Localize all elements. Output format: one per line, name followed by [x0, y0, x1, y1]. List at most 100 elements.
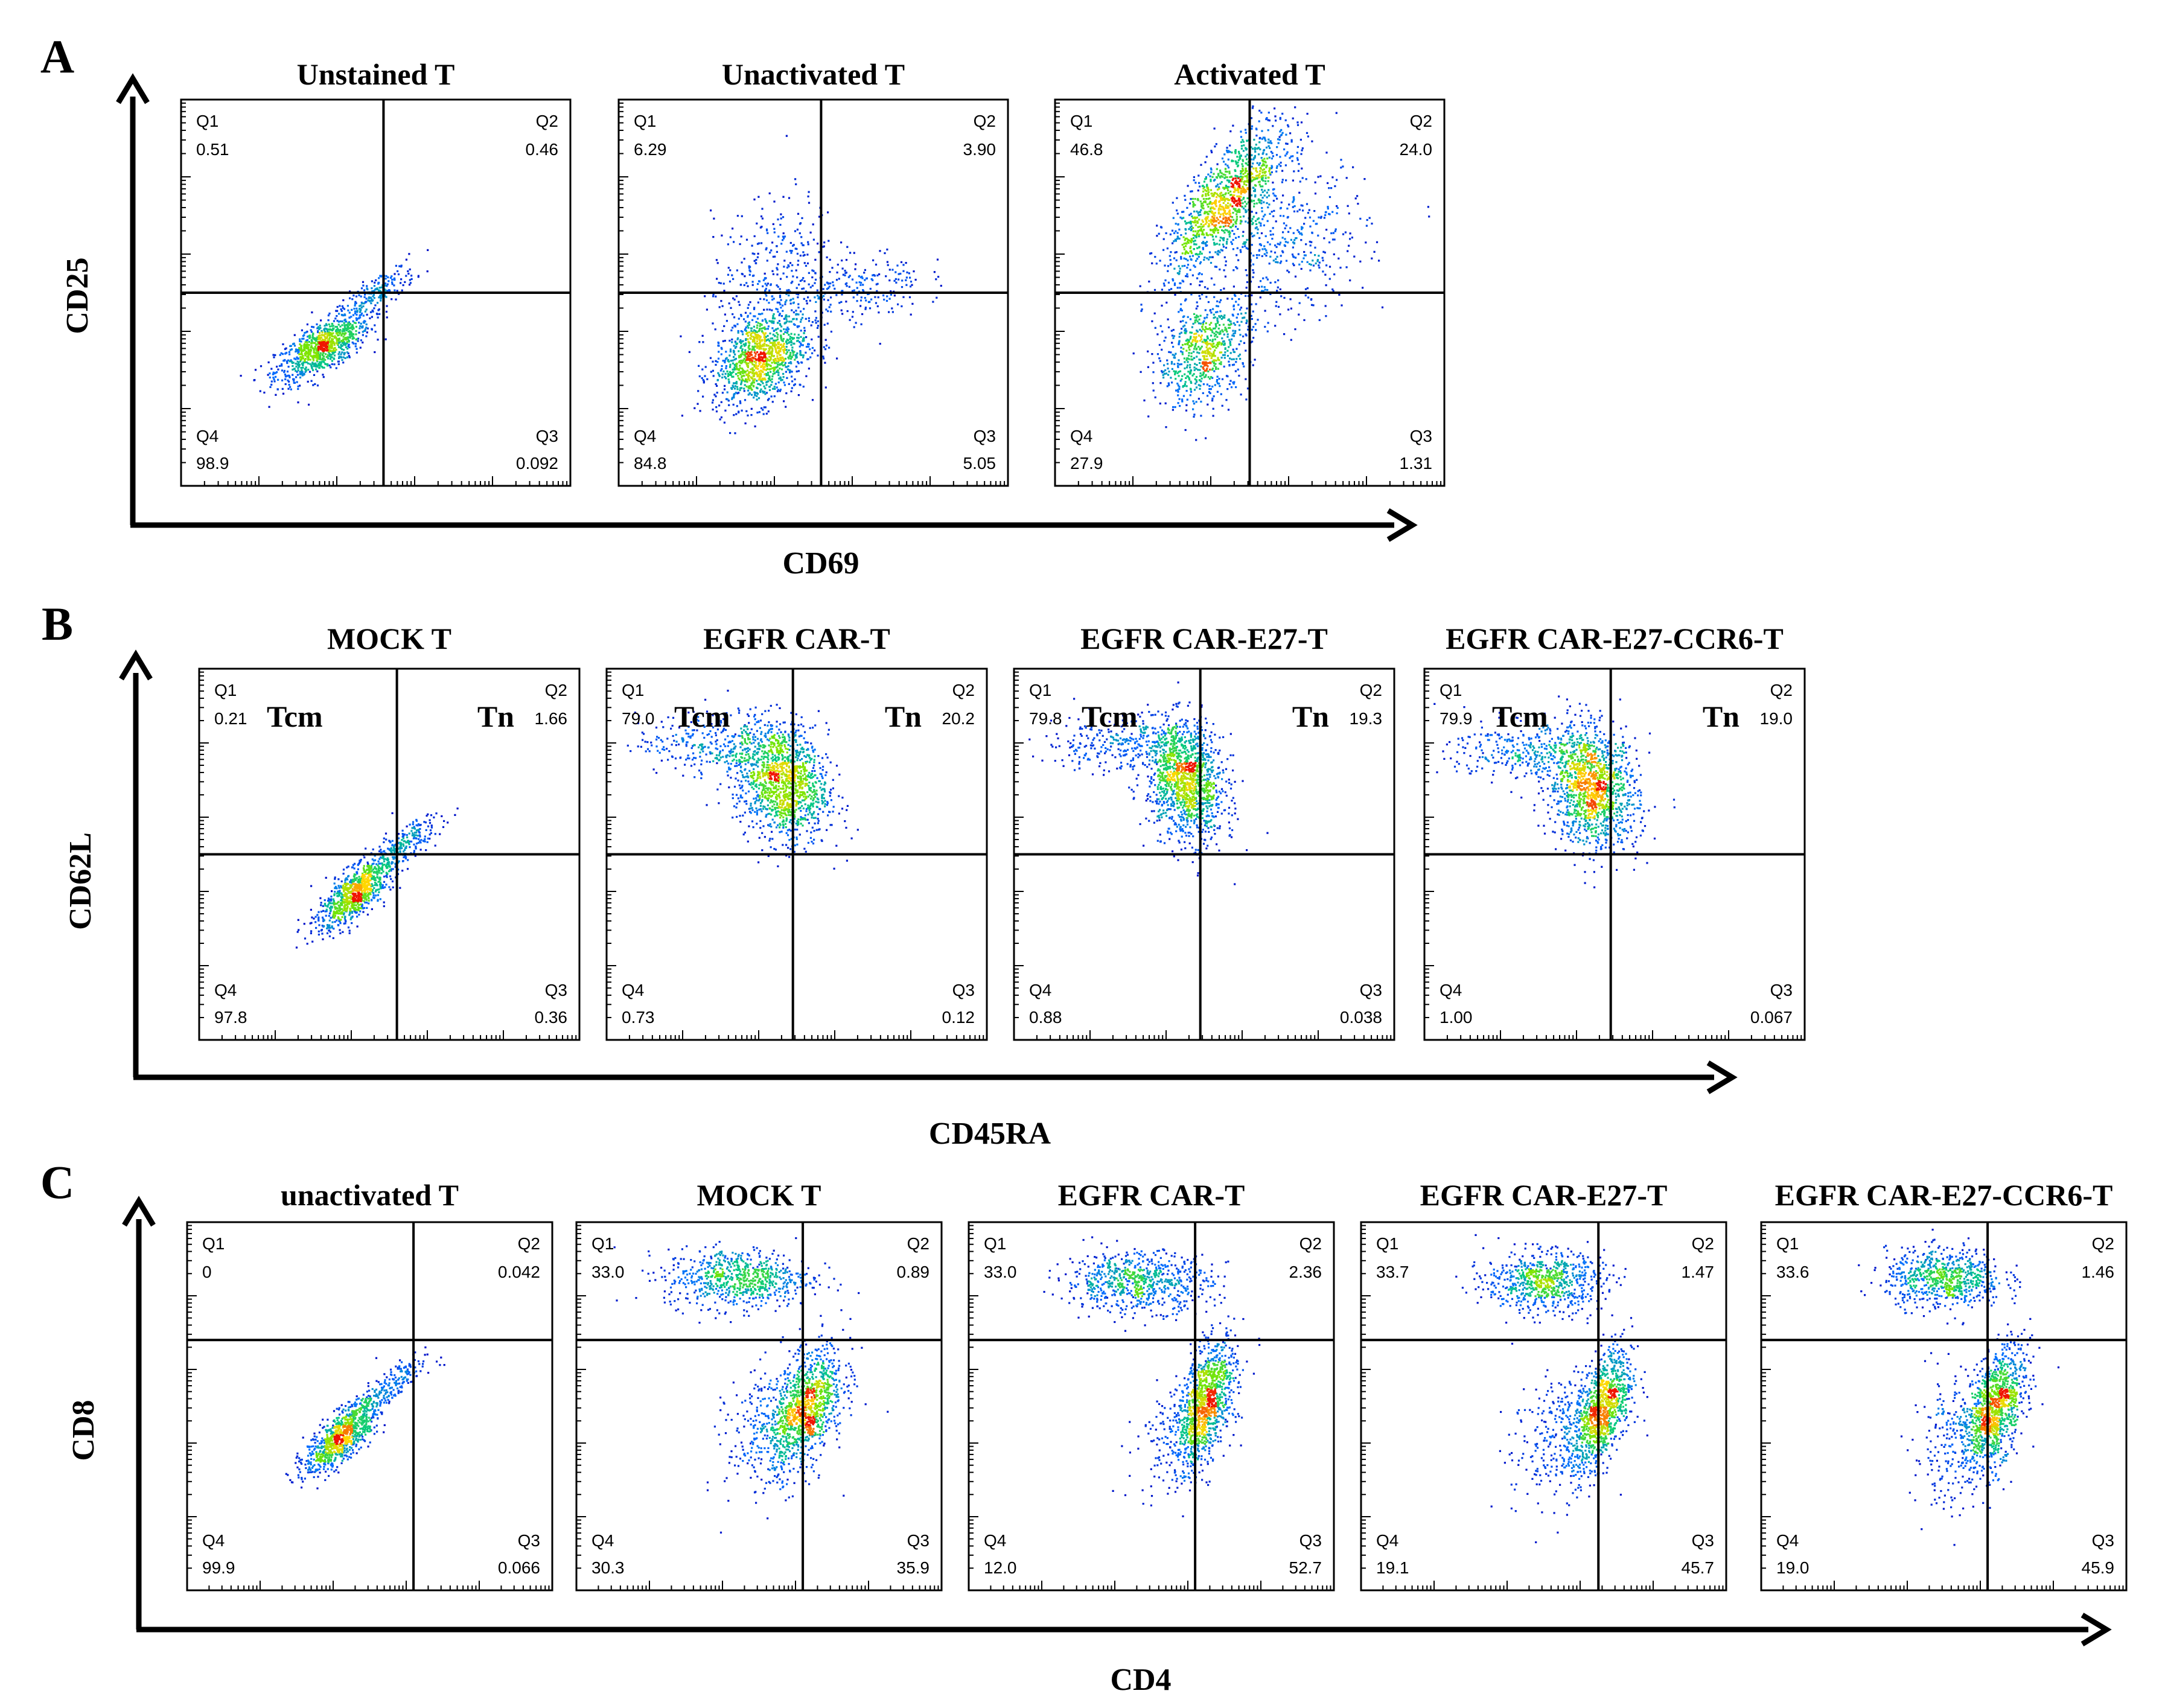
event-dot	[794, 383, 796, 385]
event-dot	[782, 239, 783, 241]
event-dot	[739, 365, 741, 366]
event-dot	[1267, 119, 1269, 121]
event-dot	[1219, 324, 1220, 326]
event-dot	[680, 336, 681, 337]
event-dot	[763, 309, 765, 311]
event-dot	[770, 284, 771, 286]
event-dot	[715, 383, 717, 385]
event-dot	[1281, 113, 1283, 115]
event-dot	[1229, 194, 1231, 196]
event-dot	[1219, 269, 1220, 270]
event-dot	[756, 366, 757, 368]
event-dot	[1196, 351, 1198, 353]
event-dot	[1313, 210, 1315, 212]
event-dot	[300, 358, 302, 360]
event-dot	[796, 269, 797, 271]
event-dot	[1215, 331, 1217, 333]
event-dot	[1185, 252, 1187, 253]
event-dot	[294, 334, 296, 336]
event-dot	[1159, 360, 1161, 362]
event-dot	[704, 375, 706, 377]
event-dot	[1213, 408, 1214, 410]
event-dot	[743, 375, 745, 377]
event-dot	[1255, 223, 1257, 225]
event-dot	[1200, 223, 1202, 225]
event-dot	[878, 311, 879, 313]
event-dot	[764, 360, 766, 362]
event-dot	[296, 381, 298, 383]
event-dot	[1258, 141, 1260, 143]
event-dot	[340, 354, 342, 355]
event-dot	[1205, 296, 1207, 298]
event-dot	[710, 371, 712, 373]
event-dot	[798, 334, 800, 336]
event-dot	[719, 306, 721, 308]
event-dot	[745, 320, 747, 322]
event-dot	[1231, 216, 1233, 218]
event-dot	[324, 363, 326, 365]
event-dot	[1245, 180, 1247, 182]
event-dot	[1272, 227, 1274, 229]
event-dot	[1167, 247, 1169, 249]
event-dot	[736, 388, 738, 390]
event-dot	[735, 413, 737, 415]
event-dot	[762, 379, 764, 381]
event-dot	[316, 359, 317, 361]
event-dot	[1324, 217, 1325, 218]
event-dot	[774, 340, 776, 342]
event-dot	[841, 313, 843, 314]
event-dot	[727, 373, 729, 375]
event-dot	[1309, 241, 1311, 243]
event-dot	[1231, 243, 1233, 245]
event-dot	[1223, 161, 1225, 162]
event-dot	[1313, 264, 1315, 266]
event-dot	[771, 342, 773, 344]
event-dot	[1226, 241, 1228, 243]
event-dot	[1196, 376, 1197, 378]
event-dot	[1149, 253, 1151, 255]
event-dot	[750, 414, 752, 416]
event-dot	[752, 252, 754, 254]
event-dot	[1240, 216, 1242, 218]
event-dot	[802, 357, 804, 358]
event-dot	[1223, 288, 1225, 290]
event-dot	[764, 278, 766, 280]
event-dot	[748, 304, 750, 305]
event-dot	[757, 365, 759, 367]
event-dot	[790, 362, 792, 364]
event-dot	[271, 381, 273, 383]
event-dot	[875, 264, 877, 266]
event-dot	[330, 366, 331, 368]
event-dot	[1239, 354, 1241, 355]
event-dot	[1226, 165, 1228, 167]
event-dot	[314, 346, 316, 348]
event-dot	[1240, 136, 1242, 138]
event-dot	[1173, 268, 1175, 270]
event-dot	[1206, 211, 1208, 213]
event-dot	[1275, 195, 1277, 197]
event-dot	[315, 368, 317, 370]
event-dot	[1243, 141, 1245, 142]
event-dot	[750, 330, 752, 332]
event-dot	[721, 416, 722, 418]
event-dot	[1254, 156, 1256, 158]
event-dot	[822, 246, 824, 247]
event-dot	[1223, 173, 1225, 175]
event-dot	[772, 401, 774, 403]
event-dot	[295, 376, 297, 378]
event-dot	[738, 301, 739, 303]
event-dot	[1275, 305, 1277, 307]
event-dot	[885, 275, 887, 277]
event-dot	[357, 338, 359, 340]
event-dot	[1207, 188, 1209, 190]
event-dot	[1256, 254, 1258, 256]
event-dot	[1168, 282, 1170, 284]
event-dot	[800, 336, 802, 338]
event-dot	[909, 277, 911, 279]
event-dot	[861, 313, 863, 315]
event-dot	[783, 358, 785, 360]
event-dot	[272, 374, 274, 375]
event-dot	[753, 326, 755, 328]
event-dot	[785, 341, 787, 343]
